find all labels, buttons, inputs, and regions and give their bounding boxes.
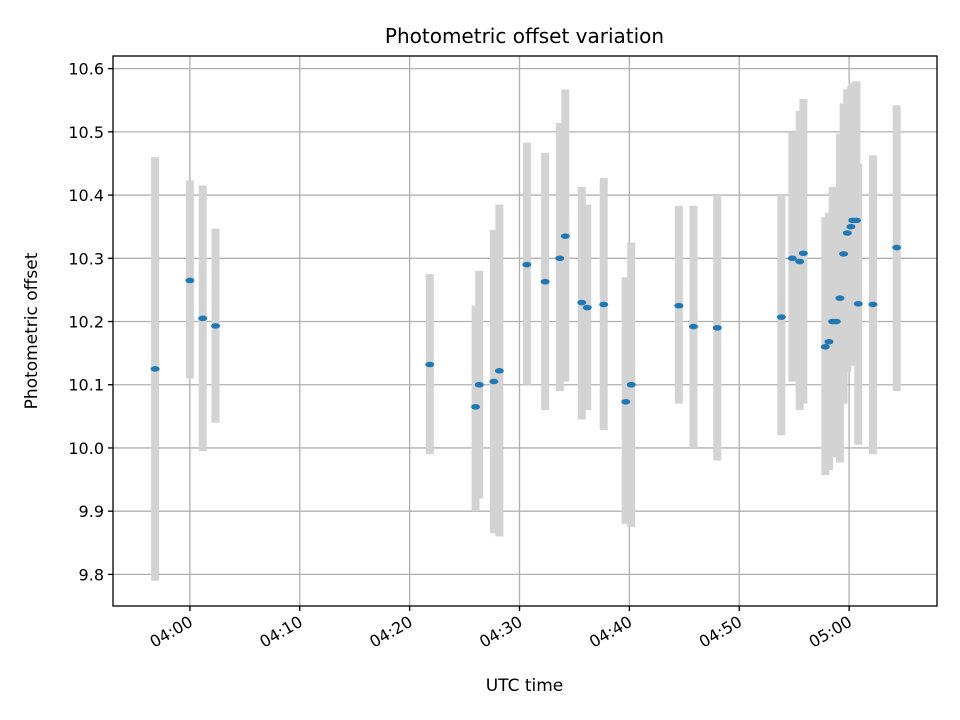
y-tick-label: 10.5 — [68, 123, 104, 142]
data-point — [851, 217, 861, 224]
x-tick-label: 05:00 — [806, 612, 855, 652]
x-tick-label: 04:00 — [146, 612, 195, 652]
y-tick-label: 10.0 — [68, 439, 104, 458]
data-point — [582, 304, 592, 311]
data-point — [425, 361, 435, 368]
data-point — [831, 318, 841, 325]
x-tick-label: 04:10 — [256, 612, 305, 652]
data-point — [868, 301, 878, 308]
data-point — [560, 233, 570, 239]
chart-title: Photometric offset variation — [385, 24, 664, 48]
data-points — [150, 217, 902, 410]
x-tick-label: 04:40 — [586, 612, 635, 652]
data-point — [626, 381, 636, 388]
data-point — [892, 244, 902, 251]
data-point — [795, 258, 805, 265]
y-axis-label: Photometric offset — [22, 252, 42, 409]
data-point — [489, 378, 499, 385]
y-tick-label: 10.3 — [68, 249, 104, 268]
data-point — [846, 223, 856, 230]
data-point — [712, 325, 722, 331]
x-tick-label: 04:20 — [366, 612, 415, 652]
x-tick-label: 04:50 — [696, 612, 745, 652]
data-point — [776, 314, 786, 320]
data-point — [471, 404, 481, 410]
y-tick-label: 9.8 — [79, 565, 104, 584]
data-point — [621, 399, 631, 405]
data-point — [185, 277, 195, 284]
data-point — [824, 338, 834, 345]
data-point — [540, 278, 550, 285]
data-point — [839, 251, 849, 257]
data-point — [150, 366, 160, 372]
y-tick-label: 10.6 — [68, 60, 104, 79]
data-point — [787, 255, 797, 262]
plot-frame — [112, 55, 938, 607]
data-point — [820, 344, 830, 350]
data-point — [474, 381, 484, 388]
data-point — [577, 299, 587, 306]
y-tick-label: 10.2 — [68, 313, 104, 332]
x-tick-label: 04:30 — [476, 612, 525, 652]
error-bars — [151, 81, 901, 581]
y-tick-label: 10.4 — [68, 186, 104, 205]
data-point — [688, 323, 698, 330]
y-tick-label: 9.9 — [79, 502, 104, 521]
data-point — [599, 301, 609, 308]
data-point — [555, 255, 565, 262]
data-point — [842, 230, 852, 236]
y-tick-label: 10.1 — [68, 376, 104, 395]
y-axis-ticks: 9.8 9.9 10.0 10.1 10.2 10.3 10.4 10.5 10.6 — [68, 60, 113, 584]
x-axis-ticks: 04:00 04:10 04:20 04:30 04:40 04:50 05:00 — [146, 606, 855, 652]
x-axis-label: UTC time — [486, 676, 564, 696]
data-point — [798, 250, 808, 257]
data-point — [494, 368, 504, 374]
data-point — [853, 301, 863, 307]
data-point — [835, 295, 845, 301]
data-point — [522, 261, 532, 268]
data-point — [211, 323, 221, 329]
data-point — [674, 302, 684, 309]
data-point — [198, 315, 208, 322]
